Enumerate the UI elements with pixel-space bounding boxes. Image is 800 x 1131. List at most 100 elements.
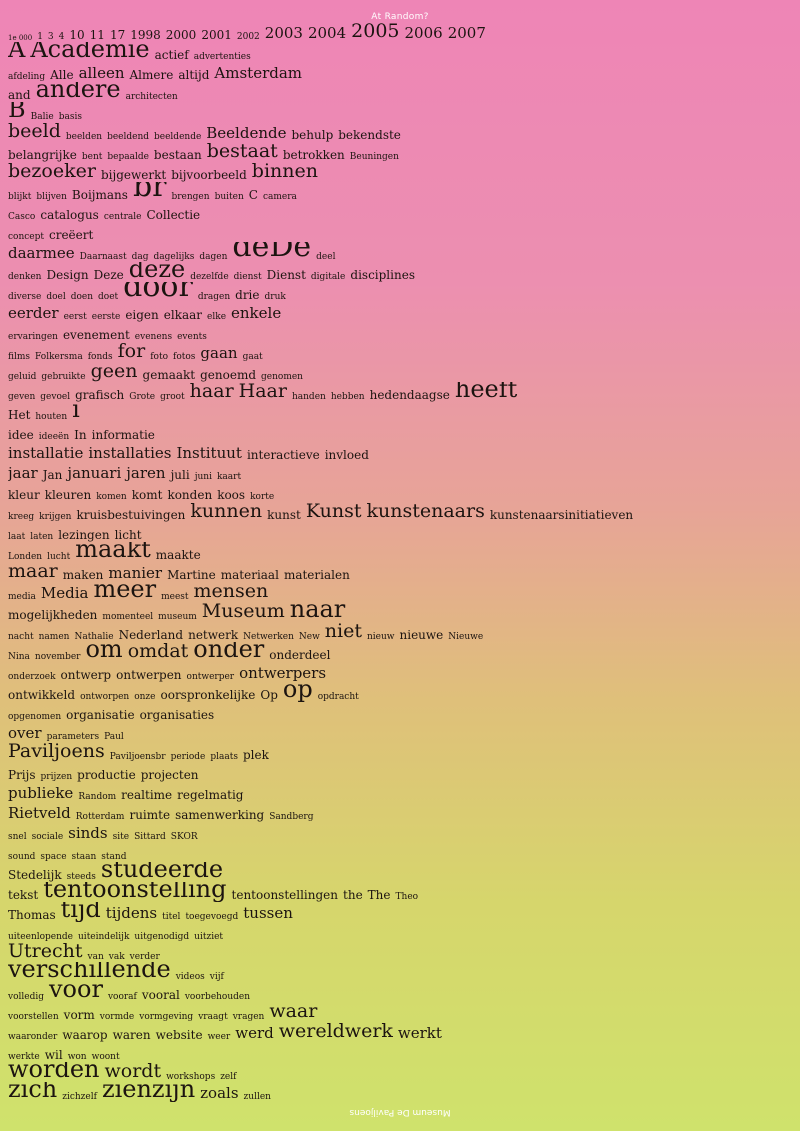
cloud-word: omdat: [127, 642, 189, 662]
word-row: eerder eerst eerste eigen elkaar elke enkele: [8, 302, 792, 322]
word-row: publieke Random realtime regelmatig: [8, 782, 792, 802]
cloud-word: ontwerpers: [239, 664, 327, 682]
cloud-word: oorspronkelijke: [160, 688, 256, 702]
cloud-word: Beeldende: [206, 124, 287, 142]
cloud-word: deel: [316, 251, 336, 262]
cloud-word: disciplines: [350, 268, 415, 282]
cloud-word: laat: [8, 531, 26, 542]
cloud-word: realtime: [121, 788, 173, 802]
cloud-word: museum: [158, 611, 197, 622]
cloud-word: tentoonstelling: [43, 882, 227, 902]
cloud-word: ontwerper: [186, 671, 235, 682]
cloud-word: jaren: [126, 464, 166, 482]
cloud-word: maakte: [155, 548, 201, 562]
cloud-word: uitgenodigd: [134, 931, 190, 942]
cloud-word: camera: [262, 191, 297, 202]
cloud-word: elke: [207, 311, 227, 322]
cloud-word: staan: [71, 851, 97, 862]
cloud-word: behulp: [291, 128, 334, 142]
cloud-word: 2001: [201, 28, 232, 42]
cloud-word: op: [282, 682, 313, 702]
cloud-word: kruisbestuivingen: [76, 508, 186, 522]
cloud-word: maken: [62, 568, 104, 582]
cloud-word: 3: [47, 31, 54, 42]
cloud-word: Balie: [30, 111, 54, 122]
cloud-word: volledig: [8, 991, 44, 1002]
cloud-word: Het: [8, 408, 31, 422]
cloud-word: doet: [98, 291, 119, 302]
cloud-word: momenteel: [102, 611, 154, 622]
cloud-word: januari: [67, 464, 122, 482]
cloud-word: drie: [235, 288, 260, 302]
cloud-word: actief: [154, 48, 189, 62]
word-row: waaronder waarop waren website weer werd werel…: [8, 1022, 792, 1042]
cloud-word: betrokken: [282, 148, 345, 162]
cloud-word: beeld: [8, 122, 61, 142]
cloud-word: waarop: [62, 1028, 108, 1042]
cloud-word: Daarnaast: [79, 251, 127, 262]
word-row: daarmee Daarnaast dag dagelijks dagen deDe dee…: [8, 242, 792, 262]
cloud-word: prijzen: [40, 771, 73, 782]
cloud-word: zelf: [220, 1071, 237, 1082]
cloud-word: zichzelf: [62, 1091, 97, 1102]
cloud-word: tentoonstellingen: [231, 888, 339, 902]
cloud-word: tijd: [60, 902, 101, 922]
cloud-word: Paul: [104, 731, 124, 742]
word-row: B Balie basis: [8, 102, 792, 122]
cloud-word: genoemd: [200, 368, 257, 382]
cloud-word: Op: [260, 688, 278, 702]
cloud-word: namen: [38, 631, 70, 642]
cloud-word: vorm: [63, 1008, 95, 1022]
cloud-word: 4: [58, 31, 65, 42]
cloud-word: werkt: [397, 1024, 442, 1042]
cloud-word: studeerde: [100, 862, 224, 882]
cloud-word: genomen: [261, 371, 303, 382]
cloud-word: architecten: [125, 91, 178, 102]
cloud-word: kunnen: [190, 502, 263, 522]
word-row: media Media meer meest mensen: [8, 582, 792, 602]
cloud-word: Museum: [201, 602, 285, 622]
cloud-word: bijgewerkt: [100, 168, 167, 182]
cloud-word: ontwerpen: [116, 668, 182, 682]
cloud-word: Collectie: [146, 208, 201, 222]
cloud-word: ervaringen: [8, 331, 58, 342]
cloud-word: worden: [8, 1062, 100, 1082]
cloud-word: buiten: [214, 191, 244, 202]
cloud-word: bent: [81, 151, 103, 162]
cloud-word: Theo: [395, 891, 419, 902]
cloud-word: tussen: [243, 904, 293, 922]
cloud-word: weer: [207, 1031, 231, 1042]
cloud-word: advertenties: [193, 51, 251, 62]
cloud-word: sound: [8, 851, 36, 862]
cloud-word: The: [367, 888, 391, 902]
cloud-word: site: [112, 831, 130, 842]
cloud-word: eerste: [91, 311, 121, 322]
cloud-word: fotos: [173, 351, 196, 362]
cloud-word: werd: [235, 1024, 274, 1042]
cloud-word: doel: [46, 291, 66, 302]
word-row: Paviljoens Paviljoensbr periode plaats plek: [8, 742, 792, 762]
cloud-word: diverse: [8, 291, 42, 302]
cloud-word: Sittard: [134, 831, 166, 842]
word-row: voorstellen vorm vormde vormgeving vraagt vra…: [8, 1002, 792, 1022]
word-row: verschillende videos vijf: [8, 962, 792, 982]
cloud-word: lezingen: [58, 528, 110, 542]
cloud-word: organisaties: [139, 708, 215, 722]
cloud-word: houten: [35, 411, 68, 422]
cloud-word: gaat: [242, 351, 263, 362]
cloud-word: lucht: [47, 551, 71, 562]
word-row: opgenomen organisatie organisaties: [8, 702, 792, 722]
cloud-word: materiaal: [220, 568, 279, 582]
cloud-word: evenens: [134, 331, 173, 342]
cloud-word: events: [177, 331, 207, 342]
cloud-word: plaats: [210, 751, 238, 762]
cloud-word: mogelijkheden: [8, 608, 98, 622]
cloud-word: 2002: [236, 31, 260, 42]
cloud-word: nieuw: [366, 631, 395, 642]
cloud-word: kleur: [8, 488, 40, 502]
cloud-word: A: [8, 42, 26, 62]
cloud-word: publieke: [8, 784, 74, 802]
cloud-word: regelmatig: [177, 788, 244, 802]
cloud-word: ontwikkeld: [8, 688, 76, 702]
